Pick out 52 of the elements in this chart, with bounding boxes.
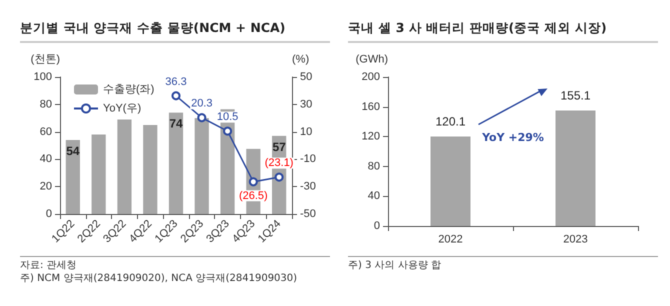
point [172, 91, 180, 100]
data-label: 155.1 [560, 88, 591, 102]
text: 주) NCM 양극재(2841909020), NCA 양극재(2841909030) [20, 272, 298, 285]
data-label: 20.3 [191, 98, 212, 110]
bar [66, 140, 80, 214]
x-tick-label: 2023 [563, 234, 588, 246]
text: 주) 3 사의 사용량 합 [348, 259, 658, 272]
point [274, 172, 284, 182]
legend-label: YoY(우) [103, 102, 142, 114]
y-tick-label: 40 [40, 153, 52, 166]
legend-label: 수출량(좌) [103, 84, 154, 96]
point [223, 126, 232, 136]
y2-tick-label: 30 [300, 98, 312, 110]
point [197, 113, 206, 122]
text: 자료: 관세청 [20, 259, 78, 272]
y2-tick-label: -10 [300, 153, 316, 166]
y-tick-label: 200 [362, 71, 380, 83]
y-axis-title: (천톤) [30, 54, 60, 66]
y-tick-label: 40 [368, 190, 380, 202]
y-tick-label: 80 [368, 160, 380, 172]
x-tick-label: 2022 [438, 234, 463, 246]
bar [194, 118, 209, 214]
y-tick-label: 160 [362, 100, 380, 113]
y-tick-label: 100 [34, 71, 52, 83]
bar [92, 134, 106, 214]
y2-tick-label: 50 [300, 71, 312, 83]
y2-axis-title: (%) [292, 54, 310, 66]
y-axis-title: (GWh) [356, 54, 388, 66]
bar [117, 119, 132, 214]
y-tick-label: 60 [40, 126, 52, 138]
data-label: (23.1) [264, 157, 294, 170]
bar [168, 112, 184, 214]
data-label: 54 [66, 144, 80, 158]
data-label: 10.5 [216, 111, 238, 124]
data-label: 36.3 [165, 76, 187, 88]
data-label: 120.1 [435, 114, 466, 129]
y-tick-label: 120 [362, 130, 380, 143]
bar [143, 124, 158, 214]
y-tick-label: 0 [374, 220, 380, 232]
y2-tick-label: 10 [300, 126, 312, 138]
y-tick-label: 0 [46, 208, 52, 220]
point [248, 177, 258, 186]
annotation: YoY +29% [481, 130, 544, 144]
data-label: 74 [169, 116, 183, 131]
chart-title: 국내 셀 3 사 배터리 판매량(중국 제외 시장) [348, 20, 658, 43]
y2-tick-label: -50 [300, 208, 316, 220]
y-tick-label: 80 [40, 98, 52, 110]
y2-tick-label: -30 [300, 180, 316, 193]
data-label: (26.5) [238, 190, 268, 202]
chart-title: 분기별 국내 양극재 수출 물량(NCM + NCA) [20, 20, 330, 43]
y-tick-label: 20 [40, 180, 52, 193]
data-label: 57 [272, 140, 286, 154]
